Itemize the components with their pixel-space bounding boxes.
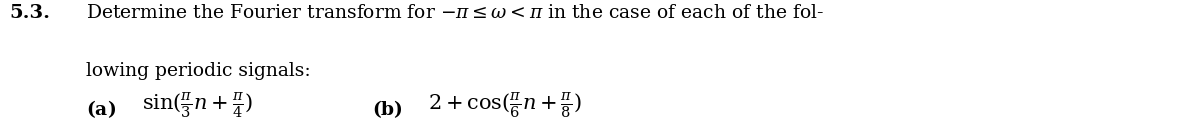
Text: lowing periodic signals:: lowing periodic signals: (86, 62, 311, 80)
Text: $\sin(\frac{\pi}{3}n + \frac{\pi}{4})$: $\sin(\frac{\pi}{3}n + \frac{\pi}{4})$ (142, 91, 252, 120)
Text: $\mathbf{(b)}$: $\mathbf{(b)}$ (372, 98, 403, 120)
Text: $2 + \cos(\frac{\pi}{6}n + \frac{\pi}{8})$: $2 + \cos(\frac{\pi}{6}n + \frac{\pi}{8}… (428, 91, 582, 120)
Text: $\mathbf{(a)}$: $\mathbf{(a)}$ (86, 98, 116, 120)
Text: Determine the Fourier transform for $-\pi \leq \omega < \pi$ in the case of each: Determine the Fourier transform for $-\p… (86, 4, 824, 22)
Text: 5.3.: 5.3. (10, 4, 50, 22)
